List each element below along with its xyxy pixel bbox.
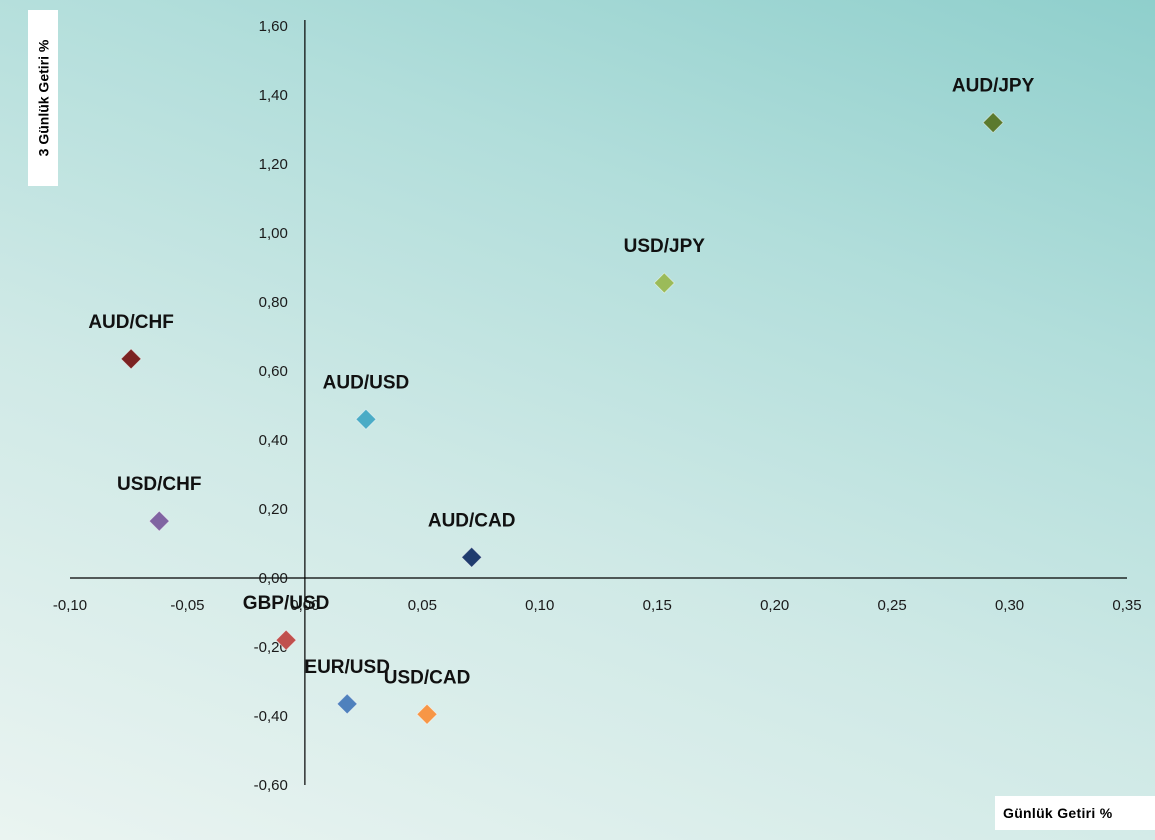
data-label: USD/CAD <box>384 667 471 688</box>
y-tick-label: 0,40 <box>259 432 288 449</box>
y-tick-label: 1,00 <box>259 225 288 242</box>
data-label: AUD/CAD <box>428 510 516 531</box>
y-tick-label: 1,20 <box>259 156 288 173</box>
y-tick-label: 0,80 <box>259 294 288 311</box>
y-tick-label: -0,60 <box>254 777 288 794</box>
x-tick-label: 0,25 <box>878 597 907 614</box>
x-tick-label: 0,15 <box>643 597 672 614</box>
x-tick-label: 0,35 <box>1112 597 1141 614</box>
x-tick-label: 0,30 <box>995 597 1024 614</box>
data-label: AUD/USD <box>323 372 410 393</box>
x-tick-label: -0,05 <box>170 597 204 614</box>
data-point <box>336 693 358 715</box>
x-axis-title-box: Günlük Getiri % <box>995 796 1155 830</box>
data-point <box>982 112 1004 134</box>
data-label: AUD/CHF <box>88 312 174 333</box>
data-label: USD/CHF <box>117 474 201 495</box>
data-point <box>461 546 483 568</box>
y-tick-label: 0,20 <box>259 501 288 518</box>
x-tick-label: 0,20 <box>760 597 789 614</box>
data-point <box>416 703 438 725</box>
x-tick-label: 0,05 <box>408 597 437 614</box>
data-point <box>120 348 142 370</box>
x-axis-title: Günlük Getiri % <box>1003 805 1113 821</box>
data-label: AUD/JPY <box>952 76 1035 97</box>
y-axis-title: 3 Günlük Getiri % <box>35 39 52 157</box>
data-point <box>355 408 377 430</box>
x-tick-label: 0,10 <box>525 597 554 614</box>
y-tick-label: -0,40 <box>254 708 288 725</box>
data-point <box>148 510 170 532</box>
x-tick-label: -0,10 <box>53 597 87 614</box>
y-tick-label: 1,60 <box>259 18 288 35</box>
data-point <box>275 629 297 651</box>
data-label: USD/JPY <box>624 236 706 257</box>
x-tick-label: 0,00 <box>290 597 319 614</box>
data-point <box>653 272 675 294</box>
y-tick-label: 0,60 <box>259 363 288 380</box>
y-tick-label: 1,40 <box>259 87 288 104</box>
data-label: EUR/USD <box>304 657 390 678</box>
data-label: GBP/USD <box>243 593 330 614</box>
y-tick-label: 0,00 <box>259 570 288 587</box>
y-axis-title-box: 3 Günlük Getiri % <box>28 10 58 186</box>
